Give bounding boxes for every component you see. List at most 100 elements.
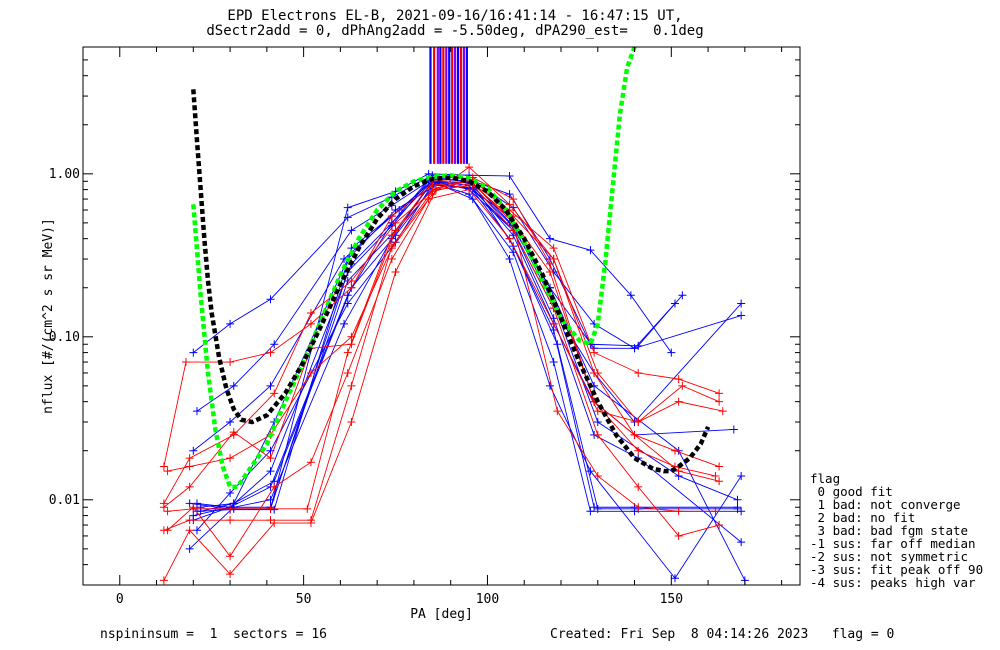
data-point <box>465 163 474 172</box>
x-axis-label: PA [deg] <box>410 607 473 622</box>
data-point <box>509 248 518 257</box>
black-fit-curve <box>191 89 711 474</box>
data-point <box>387 244 396 253</box>
data-point <box>593 471 602 480</box>
data-point <box>674 375 683 384</box>
series-line <box>167 166 720 482</box>
data-point <box>303 504 312 513</box>
data-point <box>674 397 683 406</box>
data-point <box>545 234 554 243</box>
data-point <box>630 507 639 516</box>
data-point <box>715 397 724 406</box>
data-point <box>718 407 727 416</box>
series-line <box>193 182 742 521</box>
data-point <box>505 200 514 209</box>
data-point <box>729 425 738 434</box>
data-point <box>192 526 201 535</box>
data-point <box>545 381 554 390</box>
data-point <box>715 521 724 530</box>
legend-item: 2 bad: no fit <box>810 510 916 525</box>
data-point <box>715 389 724 398</box>
series-line <box>200 182 742 512</box>
data-point <box>343 291 352 300</box>
data-point <box>391 267 400 276</box>
data-point <box>343 368 352 377</box>
y-tick-label: 0.01 <box>49 493 80 508</box>
data-point <box>670 299 679 308</box>
data-point <box>226 516 235 525</box>
data-point <box>159 503 168 512</box>
data-point <box>266 495 275 504</box>
y-tick-label: 1.00 <box>49 167 80 182</box>
series-line <box>193 180 738 517</box>
data-point <box>733 495 742 504</box>
data-point <box>549 358 558 367</box>
chart-title-line2: dSectr2add = 0, dPhAng2add = -5.50deg, d… <box>206 23 704 39</box>
data-point <box>634 482 643 491</box>
data-point <box>266 467 275 476</box>
data-point <box>593 407 602 416</box>
data-point <box>590 348 599 357</box>
data-point <box>590 368 599 377</box>
data-point <box>189 446 198 455</box>
data-point <box>347 381 356 390</box>
data-point <box>343 348 352 357</box>
data-point <box>185 462 194 471</box>
series-line <box>193 174 683 353</box>
data-point <box>387 212 396 221</box>
legend-title: flag <box>810 471 841 486</box>
data-point <box>347 226 356 235</box>
data-point <box>634 368 643 377</box>
data-point <box>226 552 235 561</box>
data-point <box>226 489 235 498</box>
data-point <box>226 570 235 579</box>
data-point <box>226 504 235 513</box>
data-point <box>163 467 172 476</box>
data-point <box>428 190 437 199</box>
data-point <box>266 454 275 463</box>
series-line <box>196 179 742 543</box>
data-point <box>468 195 477 204</box>
series-line <box>200 184 746 581</box>
series-line <box>189 180 742 580</box>
data-point <box>340 319 349 328</box>
chart-title-line1: EPD Electrons EL-B, 2021-09-16/16:41:14 … <box>227 8 683 24</box>
data-point <box>586 467 595 476</box>
data-point <box>192 407 201 416</box>
data-point <box>711 471 720 480</box>
data-point <box>670 574 679 583</box>
legend-item: -4 sus: peaks high var <box>810 575 976 590</box>
data-point <box>634 418 643 427</box>
data-point <box>347 340 356 349</box>
data-point <box>185 454 194 463</box>
legend-item: 1 bad: not converge <box>810 497 961 512</box>
data-point <box>711 507 720 516</box>
data-point <box>196 503 205 512</box>
data-point <box>465 185 474 194</box>
data-point <box>590 503 599 512</box>
data-point <box>387 231 396 240</box>
data-point <box>185 482 194 491</box>
data-point <box>634 446 643 455</box>
legend-item: -3 sus: fit peak off 90 <box>810 562 984 577</box>
data-point <box>266 504 275 513</box>
data-point <box>678 381 687 390</box>
data-point <box>674 467 683 476</box>
series-line <box>163 184 720 581</box>
data-point <box>306 458 315 467</box>
data-point <box>347 283 356 292</box>
data-point <box>593 418 602 427</box>
data-point <box>226 454 235 463</box>
data-point <box>549 255 558 264</box>
data-point <box>185 544 194 553</box>
data-point <box>266 381 275 390</box>
data-point <box>593 430 602 439</box>
data-point <box>391 218 400 227</box>
series-line <box>163 180 720 467</box>
footer-left-info: nspininsum = 1 sectors = 16 <box>100 627 327 642</box>
data-point <box>181 358 190 367</box>
footer-right-info: Created: Fri Sep 8 04:14:26 2023 flag = … <box>550 627 895 642</box>
green-fit-curve <box>191 46 637 490</box>
data-point <box>229 499 238 508</box>
data-point <box>185 516 194 525</box>
